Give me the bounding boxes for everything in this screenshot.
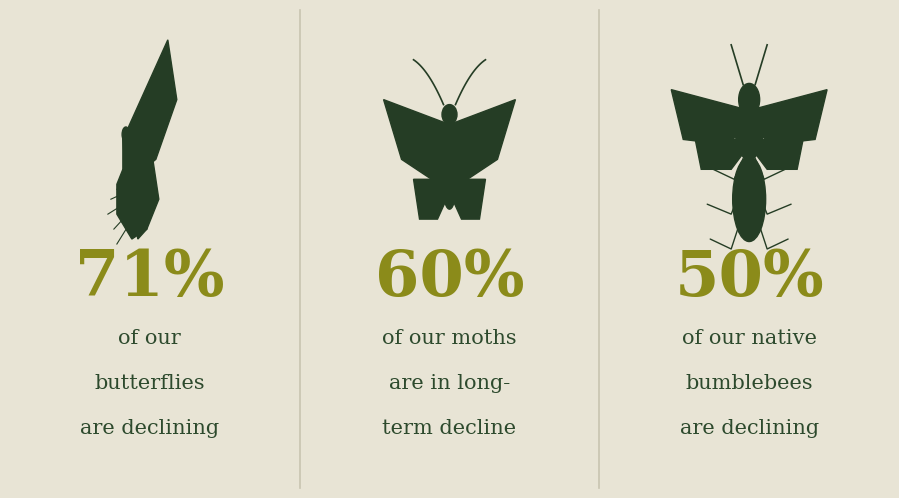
Polygon shape bbox=[123, 40, 177, 179]
Text: of our native: of our native bbox=[681, 329, 816, 348]
Polygon shape bbox=[450, 100, 515, 179]
Ellipse shape bbox=[122, 127, 129, 142]
Ellipse shape bbox=[735, 110, 762, 159]
Text: are in long-: are in long- bbox=[389, 374, 510, 393]
Text: 71%: 71% bbox=[76, 249, 225, 309]
Text: of our: of our bbox=[119, 329, 182, 348]
Text: 60%: 60% bbox=[375, 249, 524, 309]
Polygon shape bbox=[695, 139, 746, 169]
Polygon shape bbox=[123, 134, 147, 239]
Text: butterflies: butterflies bbox=[94, 374, 205, 393]
Polygon shape bbox=[117, 159, 159, 239]
Text: bumblebees: bumblebees bbox=[685, 374, 813, 393]
Polygon shape bbox=[452, 159, 485, 219]
Text: of our moths: of our moths bbox=[382, 329, 517, 348]
Ellipse shape bbox=[441, 120, 458, 209]
Polygon shape bbox=[384, 100, 450, 179]
Ellipse shape bbox=[733, 157, 766, 242]
Text: 50%: 50% bbox=[674, 249, 824, 309]
Ellipse shape bbox=[739, 83, 760, 116]
Polygon shape bbox=[752, 139, 803, 169]
Polygon shape bbox=[672, 90, 746, 144]
Polygon shape bbox=[414, 159, 447, 219]
Text: are declining: are declining bbox=[80, 419, 219, 438]
Ellipse shape bbox=[442, 105, 457, 124]
Text: are declining: are declining bbox=[680, 419, 819, 438]
Polygon shape bbox=[752, 90, 827, 144]
Text: term decline: term decline bbox=[382, 419, 517, 438]
